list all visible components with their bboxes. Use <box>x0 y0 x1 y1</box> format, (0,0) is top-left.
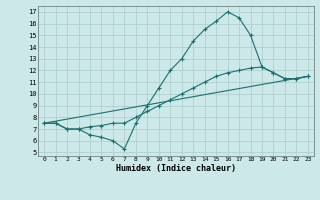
X-axis label: Humidex (Indice chaleur): Humidex (Indice chaleur) <box>116 164 236 173</box>
